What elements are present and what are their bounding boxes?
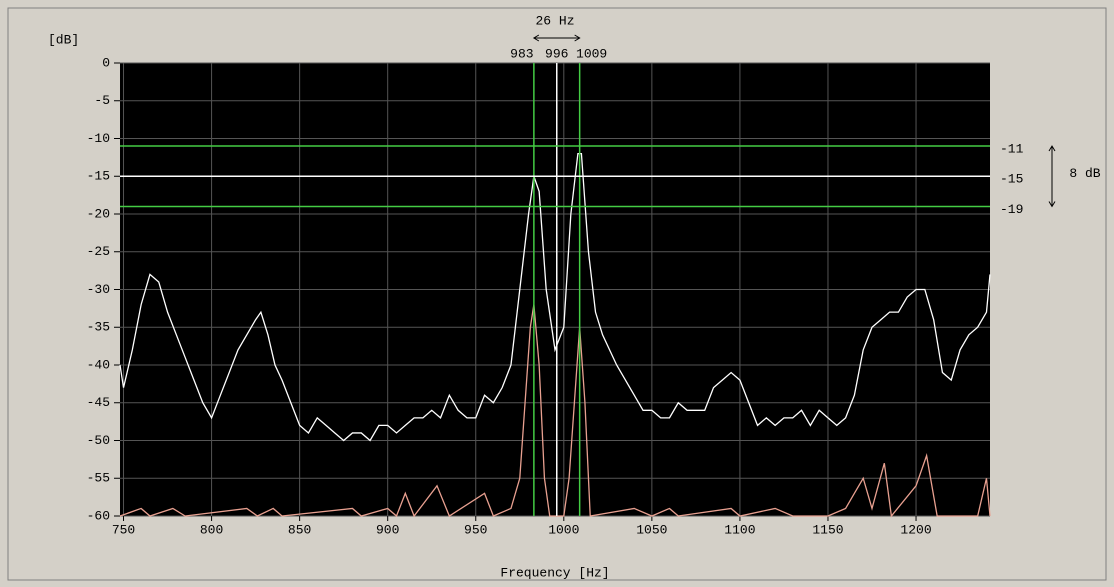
x-axis-label: Frequency [Hz]	[500, 565, 609, 580]
spectrum-line	[119, 304, 991, 518]
x-tick-label: 900	[376, 522, 399, 537]
y-tick-label: -30	[87, 282, 110, 297]
y-tick-label: -25	[87, 244, 110, 259]
y-tick-label: -55	[87, 471, 110, 486]
x-tick-label: 800	[200, 522, 223, 537]
spectrum-line	[119, 152, 991, 442]
y-tick-label: -60	[87, 508, 110, 523]
y-tick-label: -40	[87, 357, 110, 372]
annotation: 26 Hz	[535, 13, 574, 28]
x-tick-label: 750	[112, 522, 135, 537]
marker-label: 996	[545, 46, 568, 61]
arrow	[532, 34, 581, 42]
marker-label: -11	[1000, 141, 1024, 156]
y-axis-label: [dB]	[48, 32, 79, 47]
arrow	[1048, 145, 1056, 208]
x-tick-label: 1150	[812, 522, 843, 537]
x-tick-label: 1000	[548, 522, 579, 537]
annotation: 8 dB	[1069, 166, 1101, 181]
y-tick-label: -50	[87, 433, 110, 448]
y-tick-label: -15	[87, 169, 110, 184]
marker-label: 1009	[576, 46, 607, 61]
y-tick-label: -5	[94, 93, 110, 108]
x-tick-label: 1050	[636, 522, 667, 537]
x-tick-label: 1200	[900, 522, 931, 537]
y-tick-label: -45	[87, 395, 110, 410]
y-tick-label: 0	[102, 55, 110, 70]
x-tick-label: 850	[288, 522, 311, 537]
y-tick-label: -20	[87, 206, 110, 221]
marker-label: -19	[1000, 202, 1023, 217]
marker-label: 983	[510, 46, 533, 61]
marker-label: -15	[1000, 172, 1023, 187]
frame	[7, 7, 1107, 581]
x-tick-label: 950	[464, 522, 487, 537]
y-tick-label: -10	[87, 131, 110, 146]
x-tick-label: 1100	[724, 522, 755, 537]
y-tick-label: -35	[87, 320, 110, 335]
